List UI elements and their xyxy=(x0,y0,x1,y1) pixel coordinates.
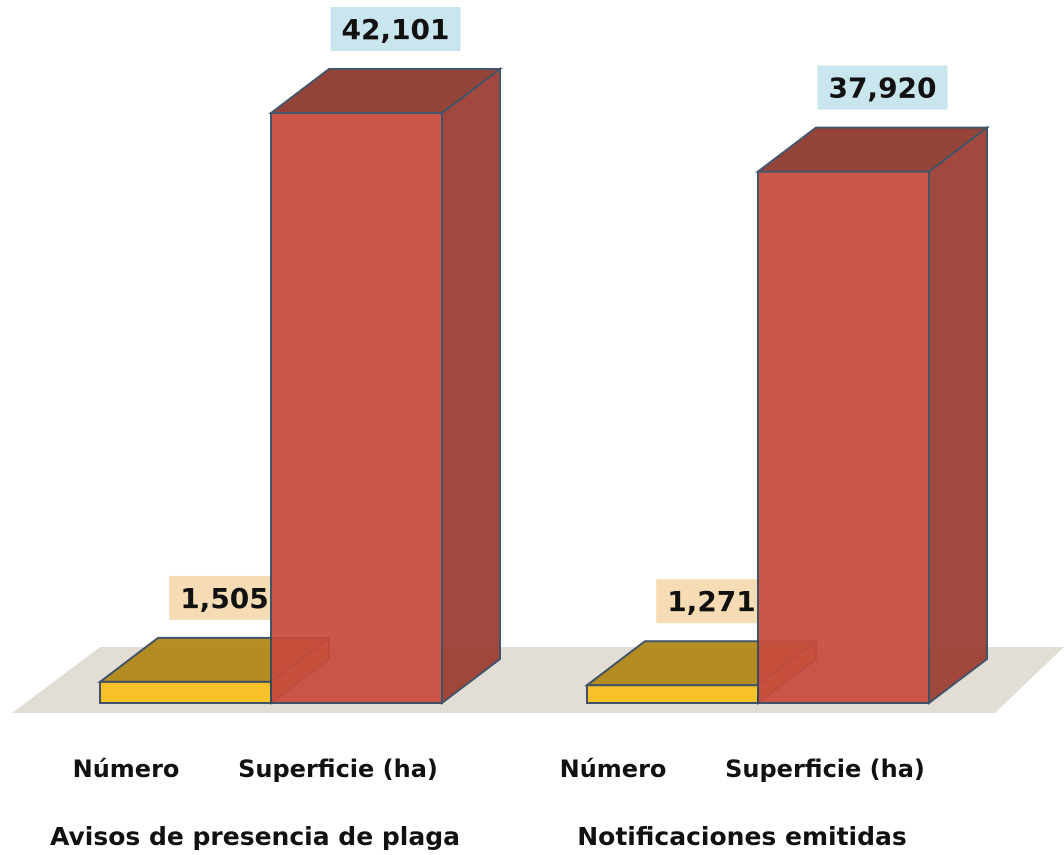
value-label: 1,271 xyxy=(667,585,756,618)
bar-front xyxy=(757,170,930,704)
series-label: Superficie (ha) xyxy=(725,755,925,783)
bar-side xyxy=(441,66,501,706)
bar-front xyxy=(270,112,443,704)
bar-side xyxy=(928,125,988,706)
value-label-box xyxy=(817,65,948,110)
category-label: Avisos de presencia de plaga xyxy=(50,822,460,851)
value-label: 37,920 xyxy=(828,72,936,105)
bar-front xyxy=(586,684,759,704)
value-label: 1,505 xyxy=(180,582,269,615)
value-label-box xyxy=(330,7,461,51)
value-label-box xyxy=(656,579,767,624)
series-label: Número xyxy=(560,755,667,783)
series-label: Superficie (ha) xyxy=(238,755,438,783)
series-label: Número xyxy=(73,755,180,783)
bar-3d xyxy=(268,66,503,706)
bar-3d xyxy=(755,125,990,706)
bar-front xyxy=(99,680,272,704)
value-label-box xyxy=(169,575,280,620)
category-label: Notificaciones emitidas xyxy=(577,822,906,851)
value-label: 42,101 xyxy=(341,13,449,46)
